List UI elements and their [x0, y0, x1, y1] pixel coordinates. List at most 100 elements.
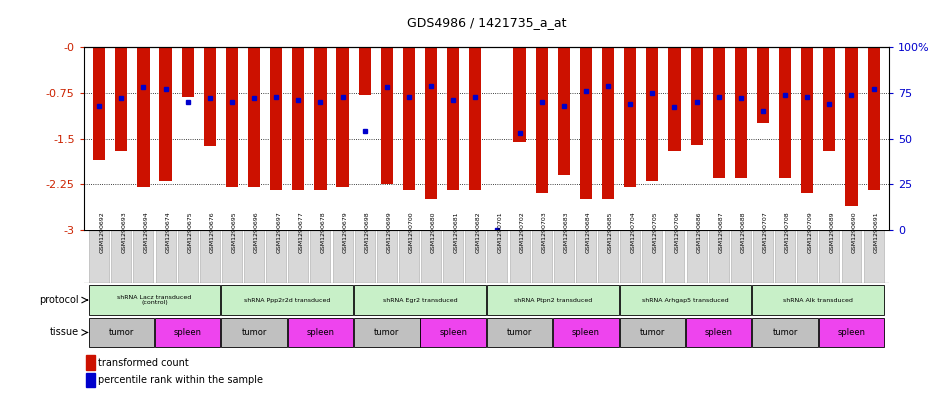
Bar — [359, 47, 371, 95]
Bar — [425, 47, 437, 199]
Bar — [337, 47, 349, 187]
FancyBboxPatch shape — [221, 285, 353, 315]
FancyBboxPatch shape — [686, 318, 751, 347]
FancyBboxPatch shape — [420, 318, 486, 347]
FancyBboxPatch shape — [354, 285, 486, 315]
Bar — [712, 47, 724, 178]
FancyBboxPatch shape — [444, 230, 463, 283]
Text: GSM1290674: GSM1290674 — [166, 212, 170, 253]
Text: GSM1290675: GSM1290675 — [188, 212, 193, 253]
FancyBboxPatch shape — [266, 230, 286, 283]
Bar — [86, 355, 95, 370]
Bar — [669, 47, 681, 151]
FancyBboxPatch shape — [486, 318, 552, 347]
Text: shRNA Alk transduced: shRNA Alk transduced — [783, 298, 853, 303]
Bar — [292, 47, 304, 190]
Text: shRNA Egr2 transduced: shRNA Egr2 transduced — [383, 298, 458, 303]
Text: tumor: tumor — [374, 328, 400, 337]
Bar — [204, 47, 216, 147]
Text: GSM1290694: GSM1290694 — [143, 212, 149, 253]
FancyBboxPatch shape — [665, 230, 684, 283]
Bar — [646, 47, 658, 181]
Text: spleen: spleen — [174, 328, 202, 337]
Text: GSM1290705: GSM1290705 — [652, 212, 658, 253]
FancyBboxPatch shape — [311, 230, 330, 283]
Text: GSM1290690: GSM1290690 — [852, 212, 857, 253]
Bar — [380, 47, 392, 184]
Text: GSM1290683: GSM1290683 — [564, 212, 569, 253]
Bar — [558, 47, 570, 175]
Text: GSM1290686: GSM1290686 — [697, 212, 701, 253]
Bar — [690, 47, 703, 145]
Text: GSM1290688: GSM1290688 — [741, 212, 746, 253]
Text: transformed count: transformed count — [98, 358, 189, 368]
Bar — [868, 47, 880, 190]
Bar — [248, 47, 260, 187]
FancyBboxPatch shape — [112, 230, 131, 283]
Text: tumor: tumor — [109, 328, 134, 337]
Text: tumor: tumor — [773, 328, 798, 337]
FancyBboxPatch shape — [686, 230, 707, 283]
FancyBboxPatch shape — [288, 230, 308, 283]
Text: GSM1290677: GSM1290677 — [299, 212, 303, 253]
Text: GSM1290687: GSM1290687 — [719, 212, 724, 253]
FancyBboxPatch shape — [510, 230, 529, 283]
Text: spleen: spleen — [705, 328, 733, 337]
Text: GSM1290701: GSM1290701 — [498, 212, 502, 253]
Text: GSM1290708: GSM1290708 — [785, 212, 790, 253]
Text: GSM1290695: GSM1290695 — [232, 212, 237, 253]
FancyBboxPatch shape — [864, 230, 884, 283]
Text: spleen: spleen — [838, 328, 866, 337]
FancyBboxPatch shape — [178, 230, 198, 283]
Bar — [513, 47, 525, 141]
Text: GSM1290698: GSM1290698 — [365, 212, 370, 253]
Text: GSM1290696: GSM1290696 — [254, 212, 259, 253]
Text: GSM1290693: GSM1290693 — [121, 212, 126, 253]
Bar — [536, 47, 548, 193]
FancyBboxPatch shape — [620, 230, 640, 283]
Text: shRNA Lacz transduced
(control): shRNA Lacz transduced (control) — [117, 295, 192, 305]
Text: tissue: tissue — [50, 327, 79, 338]
FancyBboxPatch shape — [465, 230, 485, 283]
Text: GSM1290681: GSM1290681 — [453, 212, 458, 253]
Text: GSM1290704: GSM1290704 — [631, 212, 635, 253]
Bar — [801, 47, 814, 193]
Bar — [470, 47, 482, 190]
Bar — [181, 47, 193, 97]
Text: GSM1290709: GSM1290709 — [807, 212, 812, 253]
Text: protocol: protocol — [39, 295, 79, 305]
Bar — [115, 47, 127, 151]
Text: GSM1290700: GSM1290700 — [409, 212, 414, 253]
Bar — [602, 47, 614, 199]
Bar — [447, 47, 459, 190]
Text: GSM1290691: GSM1290691 — [873, 212, 879, 253]
Text: GSM1290679: GSM1290679 — [342, 212, 348, 253]
FancyBboxPatch shape — [598, 230, 618, 283]
Text: GSM1290703: GSM1290703 — [541, 212, 547, 253]
Text: GSM1290707: GSM1290707 — [763, 212, 768, 253]
FancyBboxPatch shape — [619, 318, 685, 347]
Text: GSM1290702: GSM1290702 — [520, 212, 525, 253]
Text: shRNA Ptpn2 transduced: shRNA Ptpn2 transduced — [513, 298, 591, 303]
FancyBboxPatch shape — [753, 230, 773, 283]
FancyBboxPatch shape — [487, 230, 508, 283]
Text: percentile rank within the sample: percentile rank within the sample — [98, 375, 263, 385]
Text: tumor: tumor — [640, 328, 665, 337]
Bar — [86, 373, 95, 387]
Text: spleen: spleen — [439, 328, 467, 337]
FancyBboxPatch shape — [354, 230, 375, 283]
Bar — [779, 47, 791, 178]
FancyBboxPatch shape — [532, 230, 551, 283]
Bar — [93, 47, 105, 160]
FancyBboxPatch shape — [643, 230, 662, 283]
FancyBboxPatch shape — [819, 230, 839, 283]
Text: GSM1290684: GSM1290684 — [586, 212, 591, 253]
Text: GSM1290682: GSM1290682 — [475, 212, 480, 253]
FancyBboxPatch shape — [399, 230, 418, 283]
FancyBboxPatch shape — [155, 318, 220, 347]
Text: GSM1290706: GSM1290706 — [674, 212, 680, 253]
Text: GSM1290680: GSM1290680 — [432, 212, 436, 253]
Bar — [138, 47, 150, 187]
FancyBboxPatch shape — [222, 230, 242, 283]
Text: tumor: tumor — [242, 328, 267, 337]
